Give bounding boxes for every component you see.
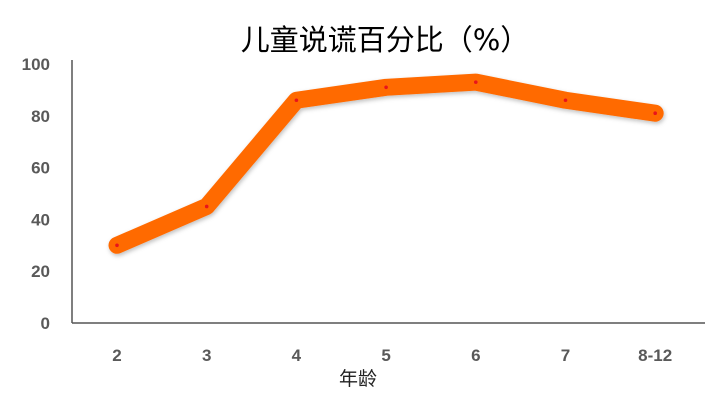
y-tick-label: 100 [22, 55, 50, 74]
data-point [563, 98, 568, 103]
x-axis-label: 年龄 [339, 368, 377, 390]
y-tick-label: 60 [31, 159, 50, 178]
data-point [474, 80, 478, 84]
x-tick-label: 6 [471, 346, 480, 365]
data-point [653, 111, 657, 116]
y-tick-label: 40 [31, 210, 50, 229]
data-point [115, 243, 119, 248]
x-tick-label: 7 [561, 346, 570, 365]
y-tick-label: 80 [31, 107, 50, 126]
data-point [294, 98, 299, 103]
chart-title: 儿童说谎百分比（%） [241, 23, 530, 57]
y-tick-label: 0 [41, 314, 50, 333]
x-tick-label: 3 [202, 346, 211, 365]
x-tick-label: 8-12 [638, 346, 672, 365]
series-line [108, 73, 664, 254]
x-tick-label: 4 [292, 346, 302, 365]
x-tick-label: 2 [112, 346, 121, 365]
x-tick-label: 5 [381, 346, 390, 365]
data-point [204, 204, 209, 209]
y-tick-label: 20 [31, 262, 50, 281]
data-point [384, 85, 388, 90]
